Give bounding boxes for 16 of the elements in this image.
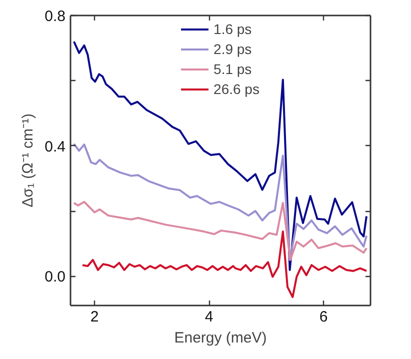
- y-axis-title: Δσ₁ (Ω⁻¹ cm⁻¹): [20, 114, 37, 208]
- x-tick-label: 4: [204, 308, 214, 326]
- legend-label: 5.1 ps: [214, 61, 252, 77]
- y-tick-label: 0.8: [44, 8, 66, 25]
- y-tick-label: 0.0: [44, 268, 66, 286]
- x-tick-label: 6: [319, 308, 328, 326]
- x-axis-title: Energy (meV): [174, 330, 267, 346]
- line-series: [82, 230, 368, 298]
- x-tick-label: 2: [90, 308, 99, 326]
- line-series: [72, 142, 368, 261]
- legend-label: 26.6 ps: [214, 81, 260, 97]
- line-series: [72, 40, 368, 271]
- legend-label: 2.9 ps: [214, 41, 252, 57]
- line-series: [72, 200, 368, 261]
- y-tick-label: 0.4: [44, 138, 66, 156]
- legend-label: 1.6 ps: [214, 21, 252, 37]
